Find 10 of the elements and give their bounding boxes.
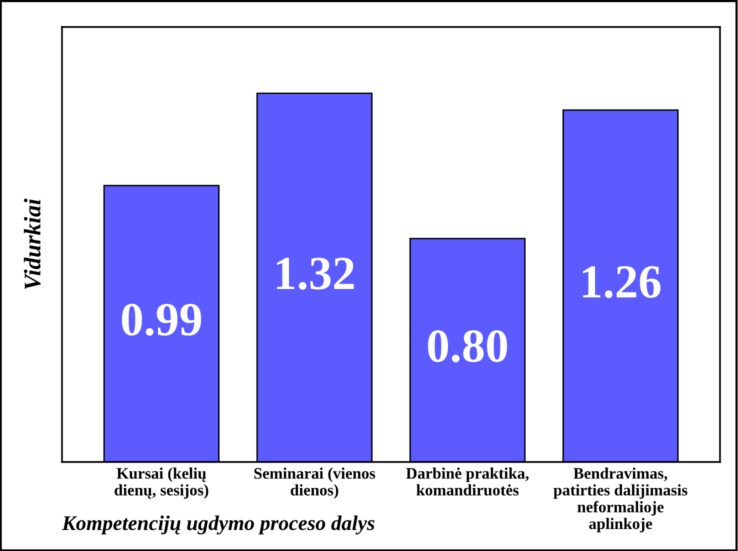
data-label: 0.99 <box>122 304 202 336</box>
y-axis-title: Vidurkiai <box>24 198 41 290</box>
data-label: 1.32 <box>276 258 354 290</box>
x-tick-label: Seminarai (vienos dienos) <box>254 468 376 499</box>
x-tick-label: Kursai (kelių dienų, sesijos) <box>114 468 208 499</box>
data-label: 1.26 <box>583 266 660 298</box>
x-tick-label: Darbinė praktika, komandiruotės <box>406 468 529 496</box>
data-label: 0.80 <box>428 330 508 362</box>
x-tick-label: Bendravimas, patirties dalijimasis neformalioje aplinkoje <box>554 468 688 532</box>
x-axis-title: Kompetencijų ugdymo proceso dalys <box>62 516 374 534</box>
